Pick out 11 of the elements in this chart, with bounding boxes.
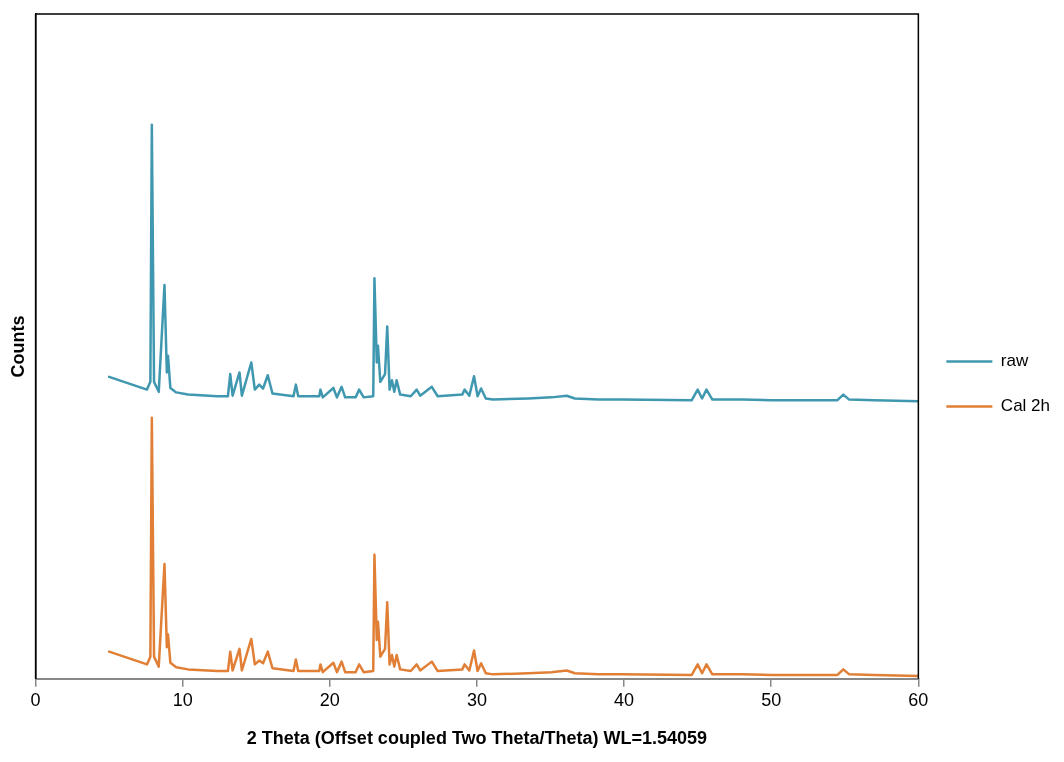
x-tick-label: 30 — [466, 689, 487, 710]
x-tick-label: 20 — [319, 689, 340, 710]
x-tick-label: 10 — [172, 689, 193, 710]
y-axis-title: Counts — [7, 315, 28, 378]
x-tick-label: 60 — [908, 689, 929, 710]
legend-label: raw — [1000, 351, 1029, 371]
x-tick-label: 50 — [761, 689, 782, 710]
x-tick-label: 0 — [30, 689, 41, 710]
x-axis-title: 2 Theta (Offset coupled Two Theta/Theta) WL=1.54059 — [246, 728, 708, 749]
x-tick-label: 40 — [614, 689, 635, 710]
legend-label: Cal 2h — [1000, 396, 1050, 416]
